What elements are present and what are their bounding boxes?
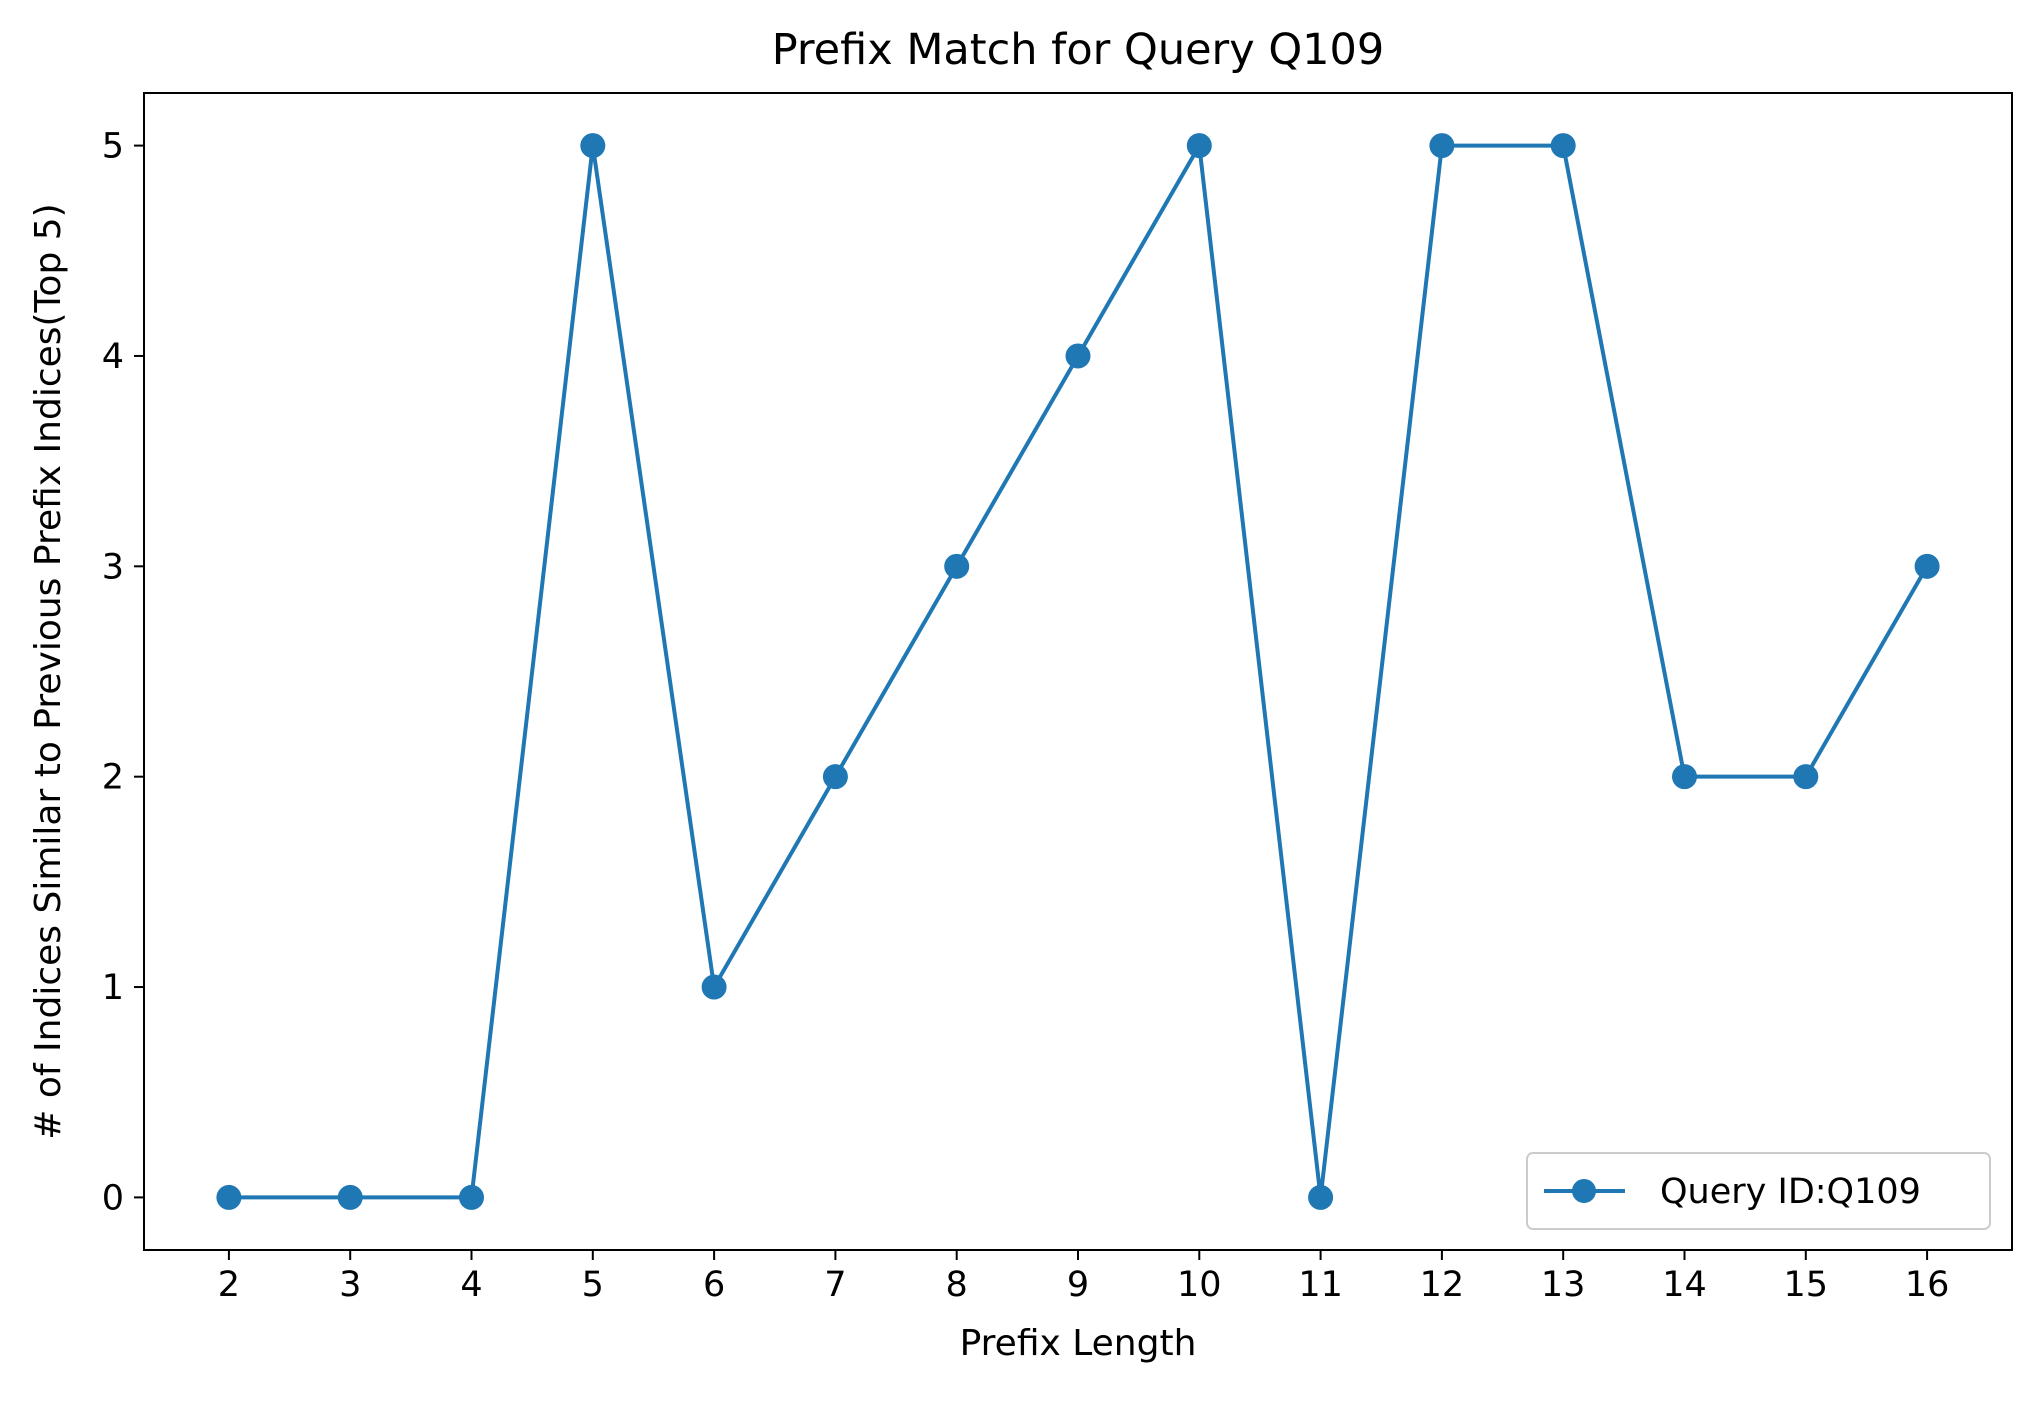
x-tick-label: 15: [1784, 1265, 1829, 1305]
data-point: [944, 553, 970, 579]
y-axis-label: # of Indices Similar to Previous Prefix …: [28, 203, 69, 1139]
legend-entry-label: Query ID:Q109: [1660, 1172, 1921, 1212]
x-axis-label: Prefix Length: [960, 1323, 1197, 1364]
data-point: [459, 1184, 485, 1210]
x-tick-label: 12: [1420, 1265, 1465, 1305]
y-axis-ticks: 0 1 2 3 4 5: [102, 127, 144, 1218]
y-tick-label: 1: [102, 968, 124, 1008]
data-point: [822, 764, 848, 790]
chart-title: Prefix Match for Query Q109: [772, 25, 1385, 75]
y-tick-label: 5: [102, 127, 124, 167]
y-tick-label: 4: [102, 337, 124, 377]
x-tick-label: 6: [703, 1265, 725, 1305]
data-point: [1550, 133, 1576, 159]
x-tick-label: 8: [946, 1265, 968, 1305]
x-tick-label: 10: [1177, 1265, 1222, 1305]
legend-marker: [1572, 1179, 1596, 1203]
data-point: [1671, 764, 1697, 790]
data-point: [1186, 133, 1212, 159]
x-tick-label: 11: [1298, 1265, 1343, 1305]
y-tick-label: 3: [102, 547, 124, 587]
data-point: [1429, 133, 1455, 159]
data-point: [580, 133, 606, 159]
x-tick-label: 3: [339, 1265, 361, 1305]
x-tick-label: 14: [1662, 1265, 1707, 1305]
data-point: [1065, 343, 1091, 369]
legend: Query ID:Q109: [1526, 1152, 1991, 1230]
x-tick-label: 9: [1067, 1265, 1089, 1305]
x-tick-label: 5: [582, 1265, 604, 1305]
data-point: [1793, 764, 1819, 790]
data-point: [337, 1184, 363, 1210]
data-point: [701, 974, 727, 1000]
x-tick-label: 4: [460, 1265, 482, 1305]
x-tick-label: 2: [218, 1265, 240, 1305]
y-tick-label: 2: [102, 758, 124, 798]
plot-area: [143, 92, 2013, 1251]
data-point: [1914, 553, 1940, 579]
legend-box: [1526, 1152, 1991, 1230]
x-tick-label: 13: [1541, 1265, 1586, 1305]
x-tick-label: 16: [1905, 1265, 1950, 1305]
x-axis-ticks: 2 3 4 5 6 7 8 9 10 11 12 13 14 15 16: [218, 1250, 1950, 1305]
y-tick-label: 0: [102, 1178, 124, 1218]
data-point: [216, 1184, 242, 1210]
x-tick-label: 7: [824, 1265, 846, 1305]
data-point: [1308, 1184, 1334, 1210]
